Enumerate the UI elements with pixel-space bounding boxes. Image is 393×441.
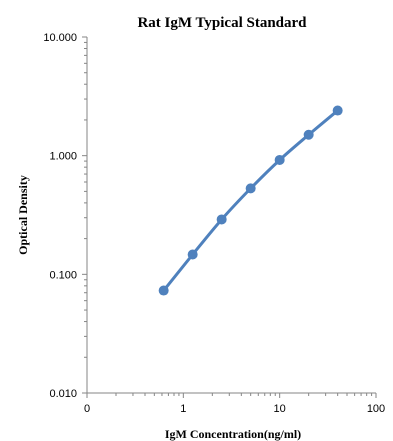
x-axis-title: IgM Concentration(ng/ml) [165, 427, 301, 441]
data-point [274, 154, 285, 165]
axes: 0 1 10 100 0.010 0.100 1.000 10.000 [43, 32, 385, 415]
y-tick-label: 1.000 [49, 151, 77, 163]
data-point [187, 249, 198, 260]
chart-title: Rat IgM Typical Standard [137, 15, 307, 31]
y-tick-label: 0.100 [49, 269, 77, 281]
y-tick-label: 10.000 [43, 32, 77, 44]
data-point [245, 183, 256, 194]
data-point [216, 214, 227, 225]
series-group [158, 105, 343, 296]
data-point [303, 129, 314, 140]
y-axis-title: Optical Density [16, 175, 30, 255]
x-tick-label: 100 [367, 403, 385, 415]
x-tick-label: 1 [180, 403, 186, 415]
y-tick-label: 0.010 [49, 388, 77, 400]
x-tick-label: 10 [274, 403, 286, 415]
data-point [158, 285, 169, 296]
data-point [332, 105, 343, 116]
x-tick-label: 0 [84, 403, 90, 415]
